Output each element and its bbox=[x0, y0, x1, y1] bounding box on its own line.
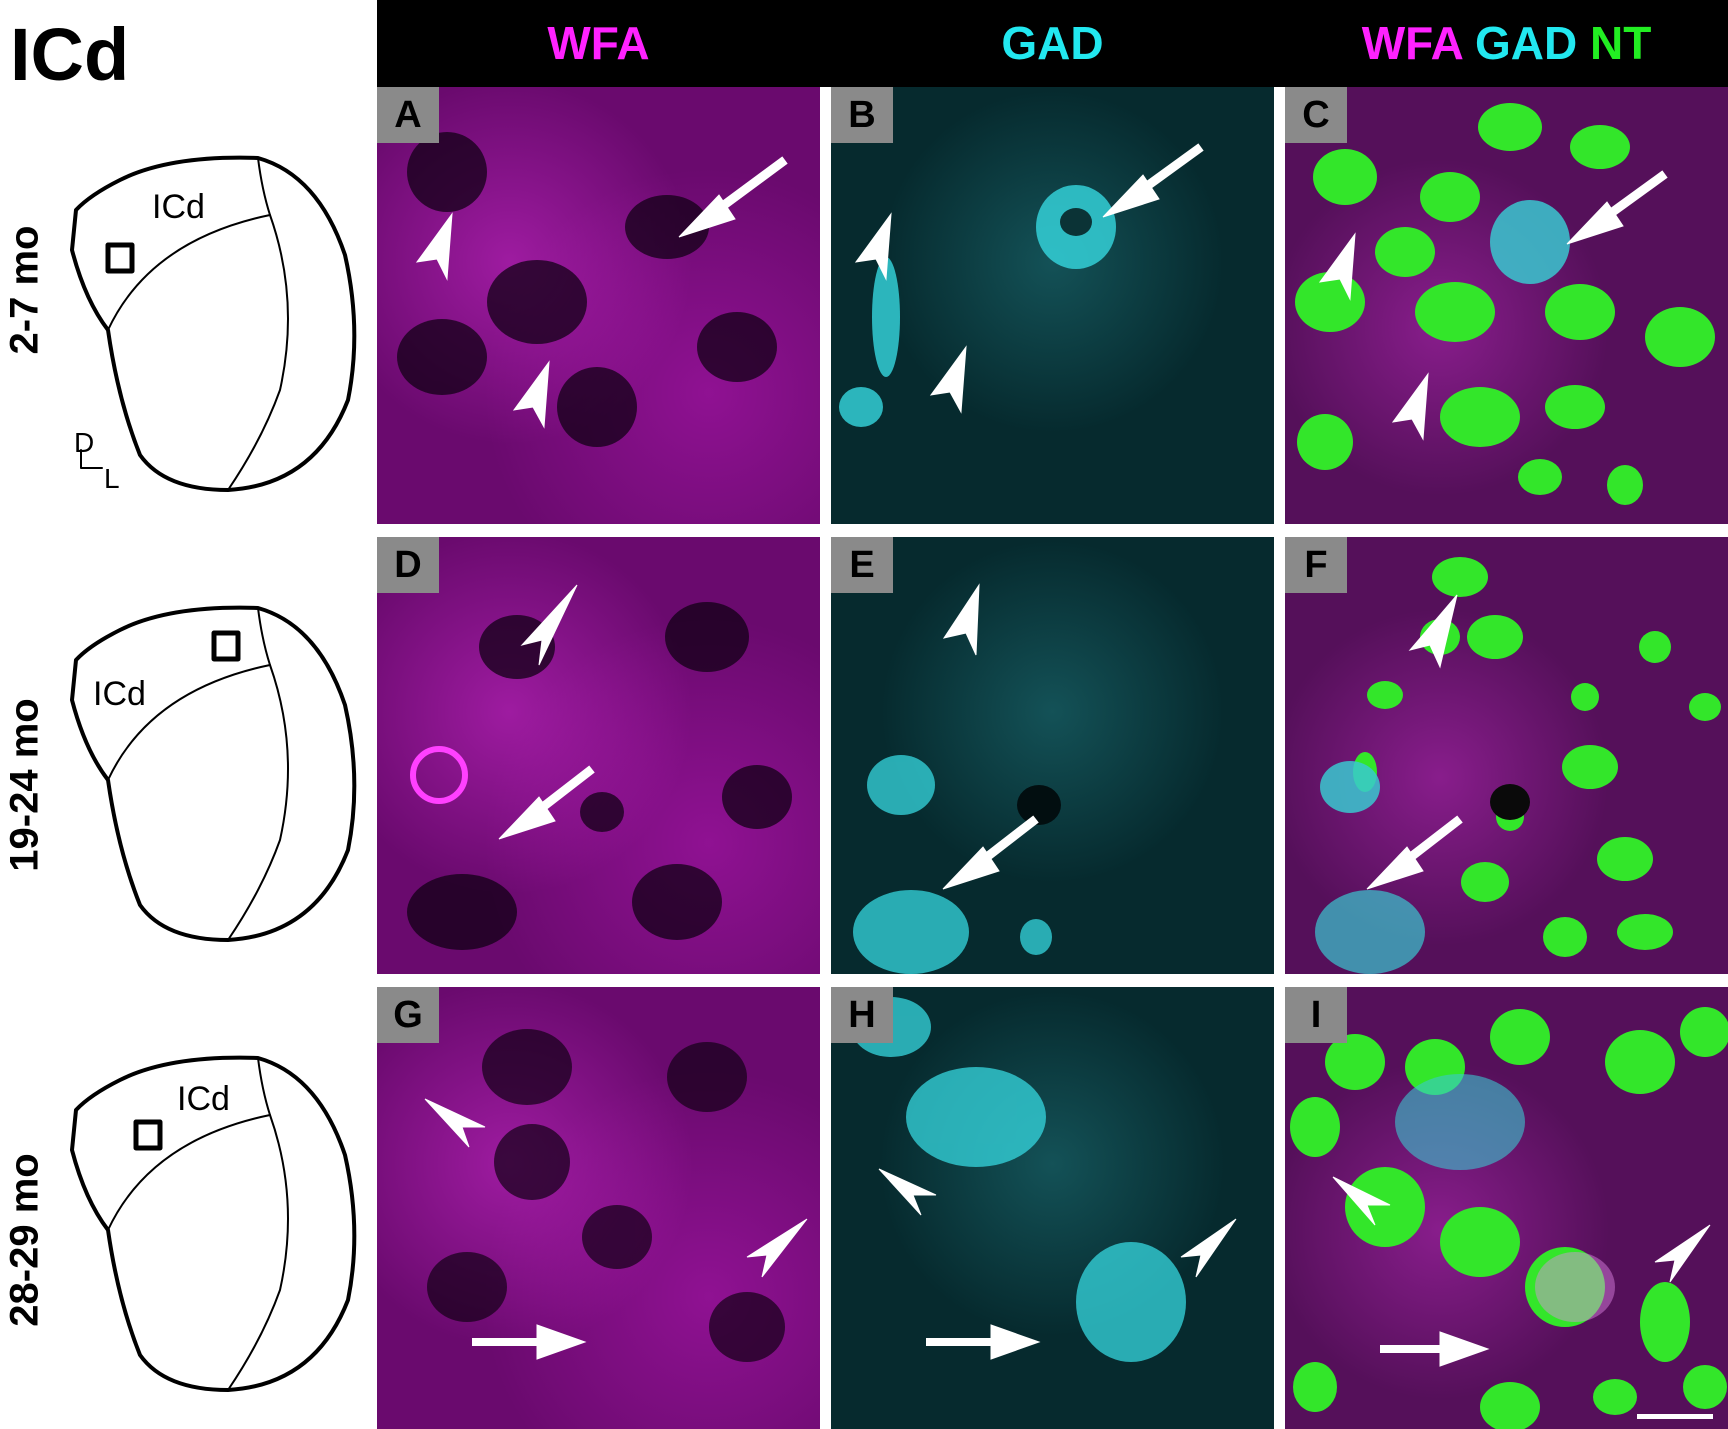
panel-i-merge: I bbox=[1285, 987, 1728, 1429]
annotation-arrows-i bbox=[1332, 1176, 1711, 1367]
panel-letter-f: F bbox=[1285, 537, 1347, 593]
diagram-label-icd-row2: ICd bbox=[93, 675, 146, 713]
column-header-gad: GAD bbox=[831, 0, 1274, 87]
column-header-wfa: WFA bbox=[377, 0, 820, 87]
sample-box-row3 bbox=[133, 1119, 163, 1151]
brain-diagram-row3 bbox=[70, 1055, 357, 1392]
header-gad-text: GAD bbox=[1001, 17, 1104, 69]
panel-letter-e: E bbox=[831, 537, 893, 593]
annotation-arrows-h bbox=[878, 1168, 1237, 1360]
panel-letter-a: A bbox=[377, 87, 439, 143]
panel-f-merge: F bbox=[1285, 537, 1728, 974]
annotation-arrows-d bbox=[498, 584, 595, 840]
header-merge-wfa: WFA bbox=[1361, 17, 1475, 69]
panel-h-gad: H bbox=[831, 987, 1274, 1429]
header-merge-gad: GAD bbox=[1474, 17, 1590, 69]
panel-e-gad: E bbox=[831, 537, 1274, 974]
panel-d-wfa: D bbox=[377, 537, 820, 974]
panel-letter-d: D bbox=[377, 537, 439, 593]
figure-title: ICd bbox=[10, 13, 130, 96]
annotation-arrows-c bbox=[1318, 170, 1668, 441]
panel-letter-b: B bbox=[831, 87, 893, 143]
panel-g-wfa: G bbox=[377, 987, 820, 1429]
column-header-bar: WFA GAD WFA GAD NT bbox=[377, 0, 1728, 87]
orientation-lateral: L bbox=[104, 463, 120, 494]
header-wfa-text: WFA bbox=[547, 17, 650, 69]
panel-a-wfa: A bbox=[377, 87, 820, 524]
brain-diagram-row1 bbox=[70, 155, 357, 492]
sample-box-row2 bbox=[211, 630, 241, 662]
brain-diagram-row2 bbox=[70, 605, 357, 942]
orientation-dorsal: D bbox=[74, 427, 94, 458]
scale-bar bbox=[1637, 1414, 1713, 1419]
annotation-arrows-f bbox=[1366, 594, 1463, 890]
panel-letter-h: H bbox=[831, 987, 893, 1043]
panel-b-gad: B bbox=[831, 87, 1274, 524]
annotation-arrows-g bbox=[424, 1098, 808, 1360]
column-header-merge: WFA GAD NT bbox=[1285, 0, 1728, 87]
panel-letter-g: G bbox=[377, 987, 439, 1043]
annotation-arrows-a bbox=[415, 156, 788, 429]
brain-diagrams: ICd ICd ICd D L bbox=[70, 155, 357, 1392]
panel-letter-c: C bbox=[1285, 87, 1347, 143]
panel-c-merge: C bbox=[1285, 87, 1728, 524]
header-merge-nt: NT bbox=[1589, 17, 1652, 69]
annotation-arrows-e bbox=[942, 583, 1039, 890]
diagram-label-icd-row1: ICd bbox=[152, 188, 205, 226]
diagram-label-icd-row3: ICd bbox=[177, 1080, 230, 1118]
sample-box-row1 bbox=[105, 242, 135, 274]
panel-letter-i: I bbox=[1285, 987, 1347, 1043]
annotation-arrows-b bbox=[854, 143, 1204, 414]
